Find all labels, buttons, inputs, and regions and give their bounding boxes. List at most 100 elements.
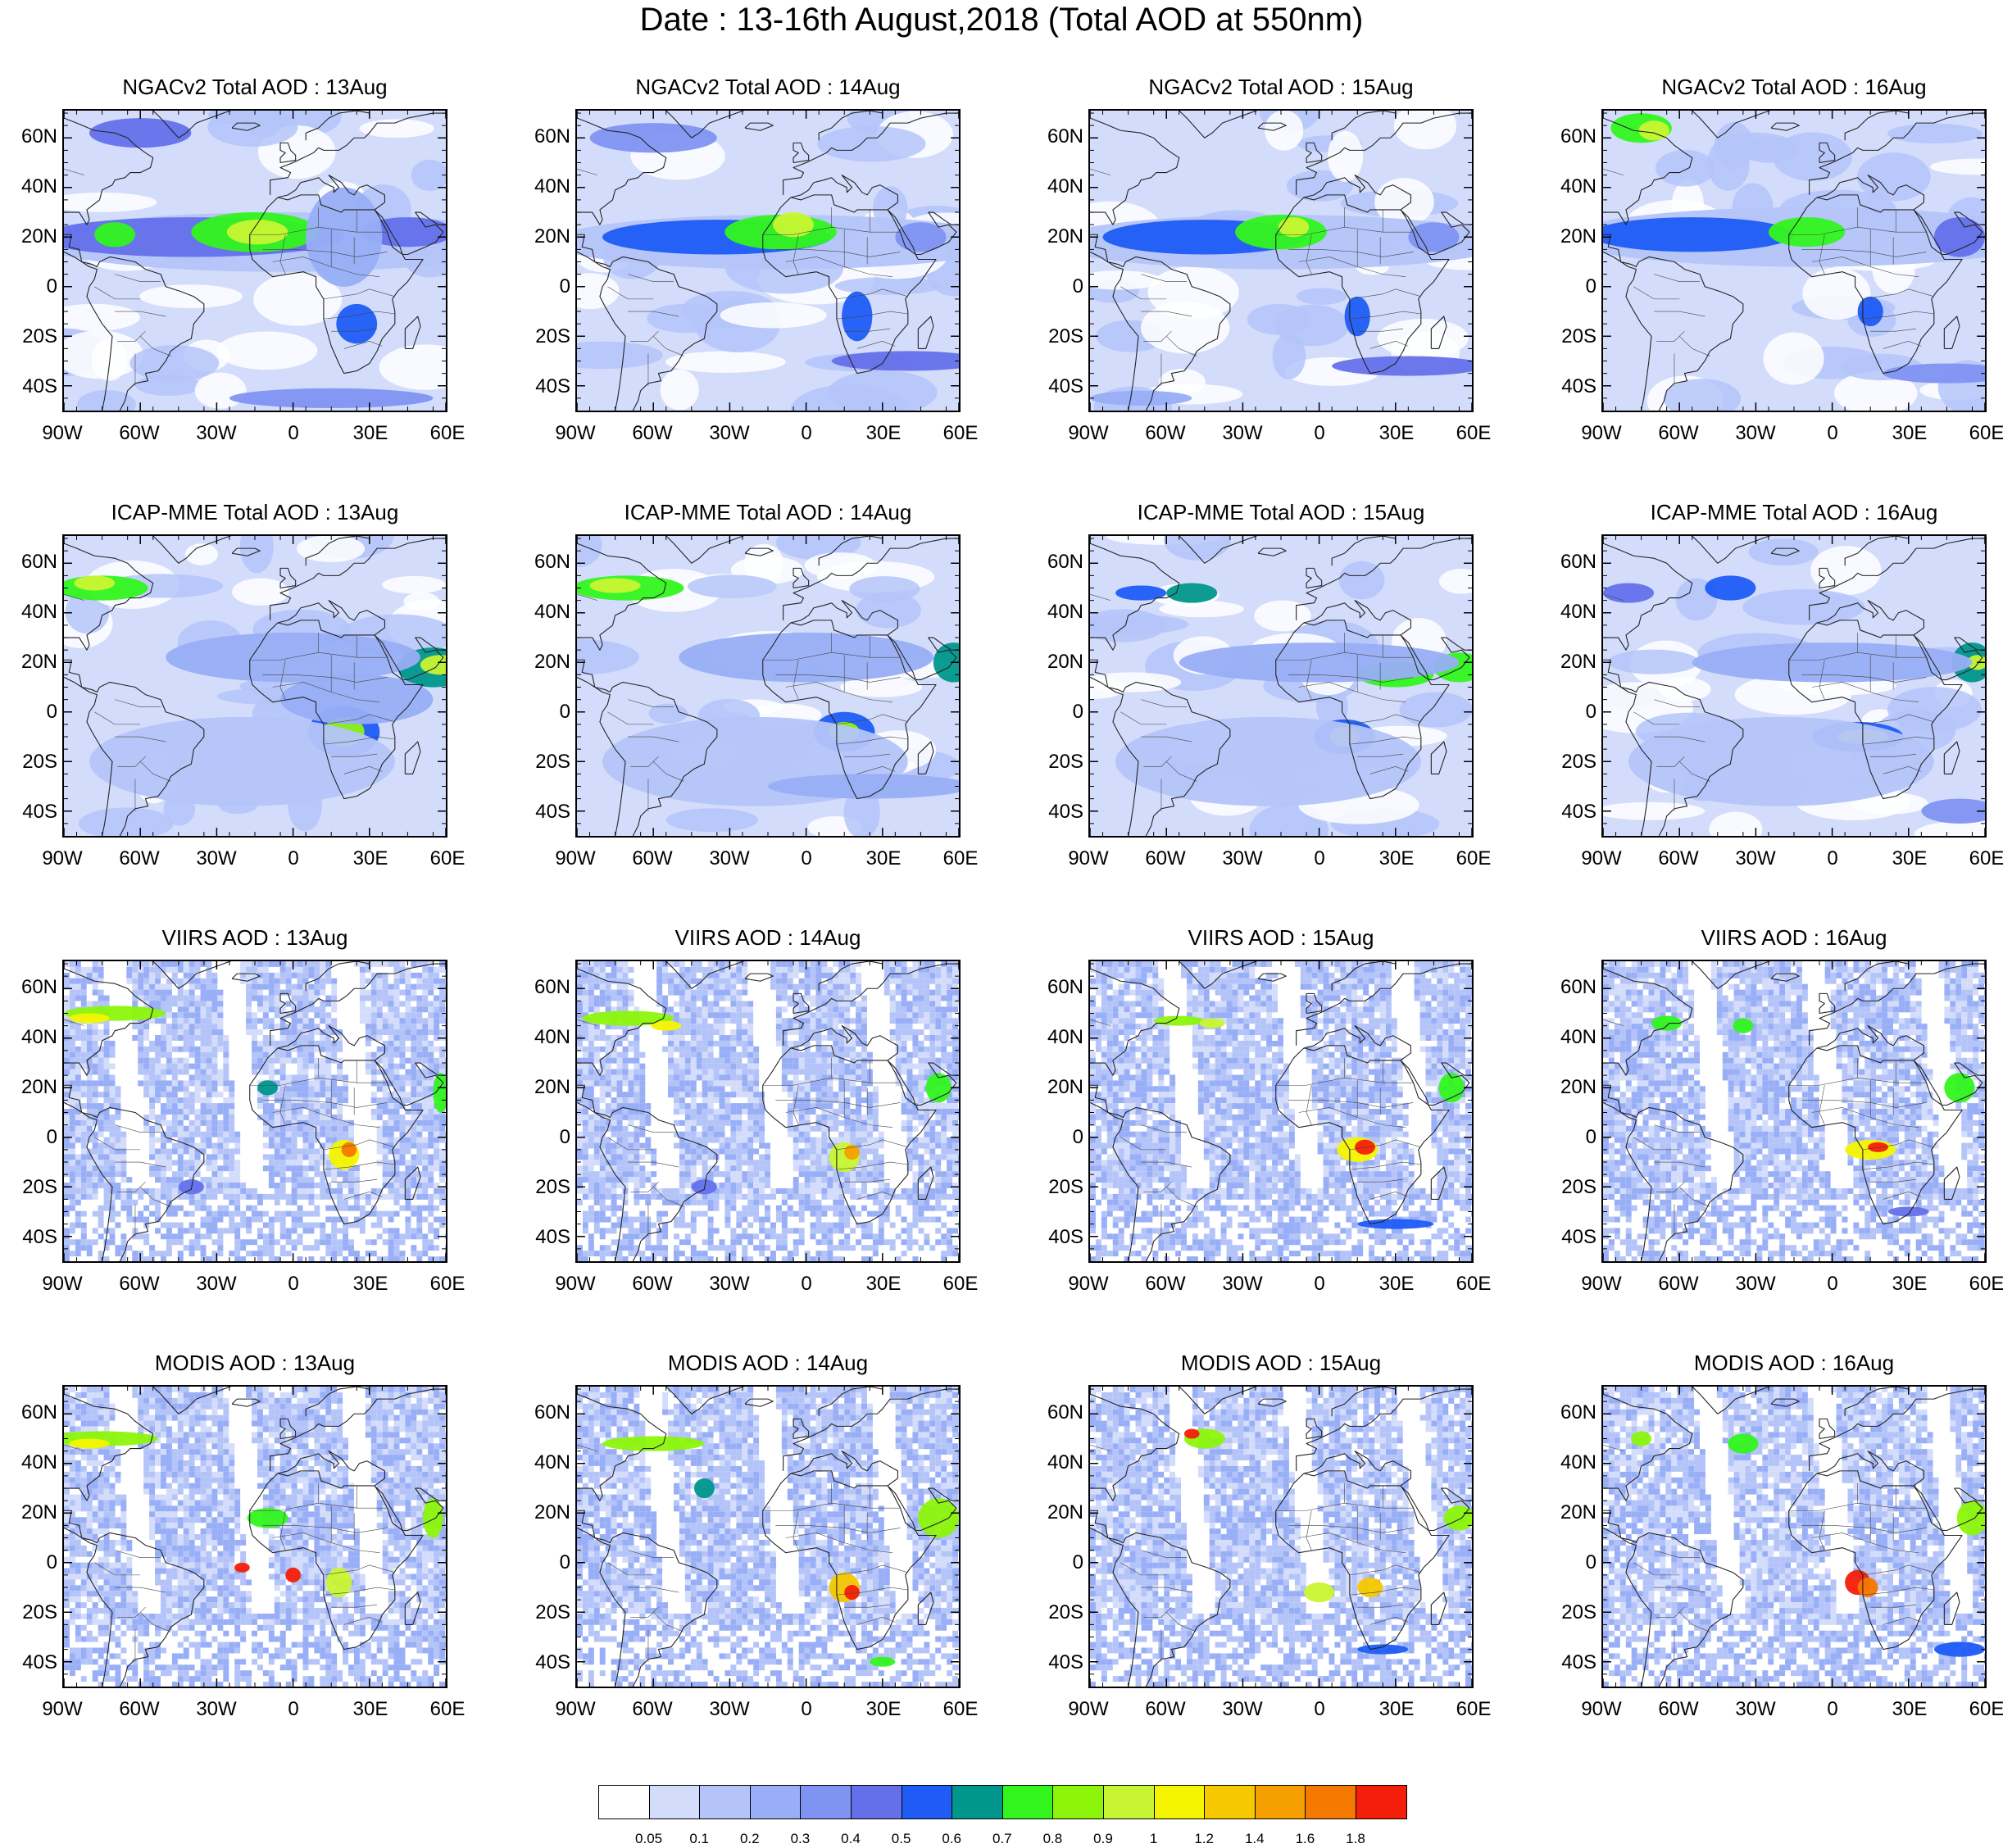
latitude-label: 0 <box>8 701 57 724</box>
longitude-label: 60W <box>107 847 172 870</box>
aod-plume <box>1179 642 1460 683</box>
longitude-label: 60E <box>928 847 993 870</box>
longitude-label: 30E <box>338 422 403 445</box>
aod-patch <box>194 372 247 409</box>
aod-hotspot <box>1631 1431 1651 1446</box>
axis-ticks <box>1603 111 1985 411</box>
longitude-label: 90W <box>543 847 608 870</box>
longitude-label: 30E <box>1877 1698 1942 1721</box>
aod-patch <box>65 591 110 634</box>
aod-hotspot <box>1443 1505 1472 1531</box>
colorbar-swatch <box>851 1785 902 1819</box>
aod-plume <box>226 220 288 245</box>
aod-patch <box>790 384 907 411</box>
aod-plume <box>1933 217 1985 257</box>
axis-ticks <box>1603 536 1985 836</box>
aod-patch <box>1090 614 1189 634</box>
retrieval-pixels <box>1603 961 1985 1261</box>
longitude-label: 90W <box>543 1698 608 1721</box>
map-frame <box>1088 960 1474 1263</box>
longitude-label: 90W <box>1056 1273 1121 1296</box>
map-frame <box>1088 1385 1474 1688</box>
longitude-label: 0 <box>774 422 839 445</box>
latitude-label: 40N <box>8 601 57 624</box>
colorbar-swatch <box>699 1785 751 1819</box>
aod-patch <box>1663 379 1742 411</box>
colorbar-label: 0.3 <box>779 1831 820 1847</box>
aod-patch <box>1741 136 1800 163</box>
longitude-label: 30W <box>184 1698 249 1721</box>
retrieval-pixels <box>1090 1387 1472 1687</box>
longitude-label: 30E <box>851 847 916 870</box>
colorbar-label: 0.8 <box>1032 1831 1073 1847</box>
aod-plume <box>1278 217 1310 238</box>
map-frame <box>1088 534 1474 838</box>
aod-hotspot <box>844 1144 860 1160</box>
aod-plume <box>1768 217 1846 247</box>
latitude-label: 40N <box>1034 175 1083 198</box>
aod-patch <box>665 808 759 833</box>
coastlines <box>1603 1387 1985 1687</box>
aod-hotspot <box>1357 1577 1383 1598</box>
aod-patch <box>411 159 446 192</box>
longitude-label: 60W <box>1646 1698 1711 1721</box>
aod-plume <box>1115 716 1421 806</box>
aod-map <box>1603 961 1985 1261</box>
longitude-label: 60W <box>1133 422 1198 445</box>
axis-ticks <box>64 536 446 836</box>
latitude-label: 40N <box>1034 1451 1083 1474</box>
aod-plume <box>361 217 446 247</box>
axis-ticks <box>1603 961 1985 1261</box>
latitude-label: 40N <box>8 1451 57 1474</box>
latitude-label: 20N <box>521 1076 570 1099</box>
map-panel: VIIRS AOD : 13Aug <box>62 924 447 1269</box>
aod-patch <box>839 677 923 697</box>
longitude-label: 60E <box>1954 847 2003 870</box>
longitude-label: 90W <box>1569 422 1634 445</box>
colorbar-label: 0.2 <box>729 1831 770 1847</box>
latitude-label: 60N <box>8 1401 57 1424</box>
aod-patch <box>849 576 920 602</box>
latitude-label: 20S <box>8 325 57 348</box>
longitude-label: 60W <box>1133 1698 1198 1721</box>
aod-plume <box>1166 583 1218 603</box>
latitude-label: 60N <box>1547 976 1596 999</box>
latitude-label: 20S <box>521 325 570 348</box>
latitude-label: 40S <box>8 375 57 398</box>
aod-patch <box>382 575 446 594</box>
latitude-label: 60N <box>1034 1401 1083 1424</box>
aod-hotspot <box>651 1020 682 1031</box>
coastlines <box>577 111 959 411</box>
aod-hotspot <box>925 1073 952 1103</box>
latitude-label: 20S <box>521 1601 570 1624</box>
panel-title: MODIS AOD : 14Aug <box>575 1350 961 1376</box>
aod-hotspot <box>582 1010 674 1026</box>
aod-patch <box>577 341 663 370</box>
aod-plume <box>1332 356 1472 376</box>
latitude-label: 20S <box>8 751 57 774</box>
longitude-label: 0 <box>261 1698 326 1721</box>
latitude-label: 40S <box>1034 1226 1083 1249</box>
latitude-label: 20N <box>1547 1076 1596 1099</box>
latitude-label: 40N <box>521 1026 570 1049</box>
aod-hotspot <box>341 1142 357 1157</box>
coastlines <box>1090 536 1472 836</box>
latitude-label: 20N <box>1034 1501 1083 1524</box>
aod-patch <box>1802 267 1871 320</box>
latitude-label: 20S <box>8 1176 57 1199</box>
latitude-label: 40S <box>1547 375 1596 398</box>
longitude-label: 30W <box>697 1698 762 1721</box>
aod-plume <box>1705 575 1756 601</box>
longitude-label: 30W <box>1723 1273 1788 1296</box>
aod-patch <box>359 119 435 138</box>
longitude-label: 30W <box>184 847 249 870</box>
country-borders <box>577 1019 908 1237</box>
latitude-label: 0 <box>521 1551 570 1574</box>
longitude-label: 0 <box>1287 422 1352 445</box>
colorbar-label: 0.05 <box>629 1831 670 1847</box>
latitude-label: 0 <box>521 701 570 724</box>
aod-patch <box>1399 692 1472 728</box>
aod-map <box>1090 1387 1472 1687</box>
colorbar-swatch <box>1103 1785 1155 1819</box>
map-frame <box>575 1385 961 1688</box>
